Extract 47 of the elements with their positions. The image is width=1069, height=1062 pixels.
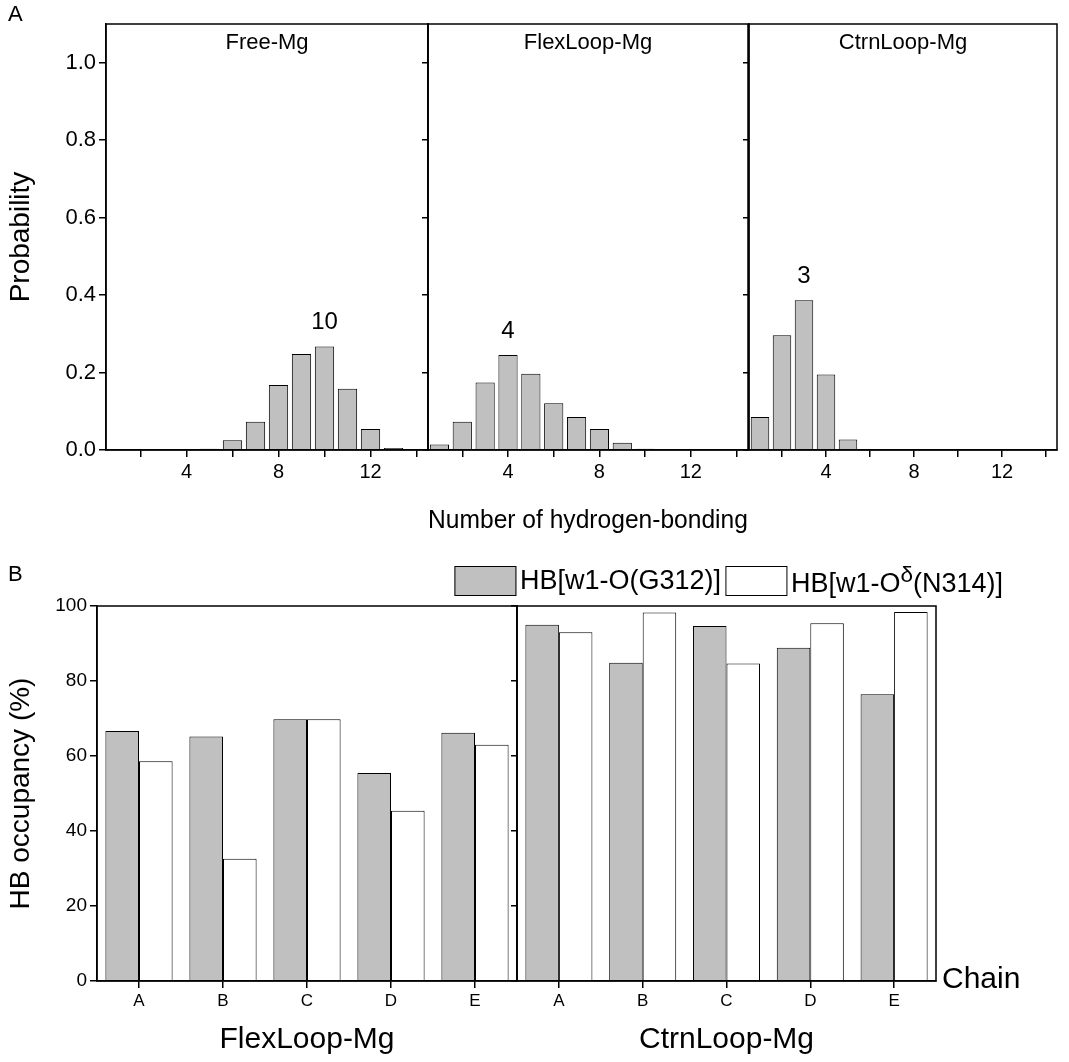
x-tick-label: 12 [359, 459, 382, 482]
y-tick-label: 100 [55, 594, 87, 616]
x-tick-label: 4 [820, 459, 832, 482]
chart-title: CtrnLoop-Mg [838, 29, 968, 55]
text: B [8, 561, 23, 587]
x-tick-label: A [133, 990, 146, 1010]
annotation: 4 [501, 315, 515, 343]
x-tick-label: B [637, 990, 649, 1010]
x-tick-label: E [469, 990, 481, 1010]
x-tick-label: 8 [272, 459, 285, 482]
x-tick-label: 12 [679, 459, 702, 482]
y-tick-label: 0 [76, 969, 87, 991]
y-tick-label: 60 [65, 744, 87, 766]
x-tick-label: D [804, 990, 817, 1010]
y-axis-title: HB occupancy (%) [3, 677, 35, 910]
x-tick-label: 4 [502, 459, 514, 482]
y-tick-label: 80 [65, 669, 87, 691]
x-tick-label: 12 [990, 459, 1014, 482]
y-axis-title: Probability [3, 171, 35, 303]
y-tick-label: 0.6 [65, 203, 96, 229]
x-tick-label: C [300, 990, 314, 1010]
legend-label: HB[w1-O(G312)] [519, 565, 721, 596]
y-tick-label: 0.2 [65, 358, 96, 384]
x-tick-label: B [217, 990, 229, 1010]
x-axis-title: FlexLoop-Mg [219, 1021, 395, 1055]
x-tick-label: D [384, 990, 398, 1010]
text: A [8, 1, 23, 27]
annotation: 10 [311, 307, 338, 335]
series-label: HB[w1-O$^{δ}$(N314)] [790, 562, 1004, 599]
chart-title: FlexLoop-Mg [523, 29, 653, 55]
y-tick-label: 20 [65, 894, 87, 916]
x-tick-label: 4 [180, 459, 193, 482]
chart-title: Free-Mg [225, 29, 309, 55]
y-tick-label: 0.0 [65, 436, 96, 462]
y-tick-label: 0.8 [65, 126, 96, 152]
y-tick-label: 0.4 [65, 281, 96, 307]
x-axis-title: CtrnLoop-Mg [638, 1021, 815, 1055]
x-tick-label: A [553, 990, 566, 1010]
text: Chain [942, 961, 1021, 995]
x-tick-label: E [888, 990, 900, 1010]
x-tick-label: C [720, 990, 733, 1010]
y-tick-label: 1.0 [65, 48, 96, 74]
x-axis-title: Number of hydrogen-bonding [428, 503, 748, 533]
annotation: 3 [797, 260, 811, 288]
x-tick-label: 8 [908, 459, 920, 482]
x-tick-label: 8 [593, 459, 605, 482]
y-tick-label: 40 [65, 819, 87, 841]
